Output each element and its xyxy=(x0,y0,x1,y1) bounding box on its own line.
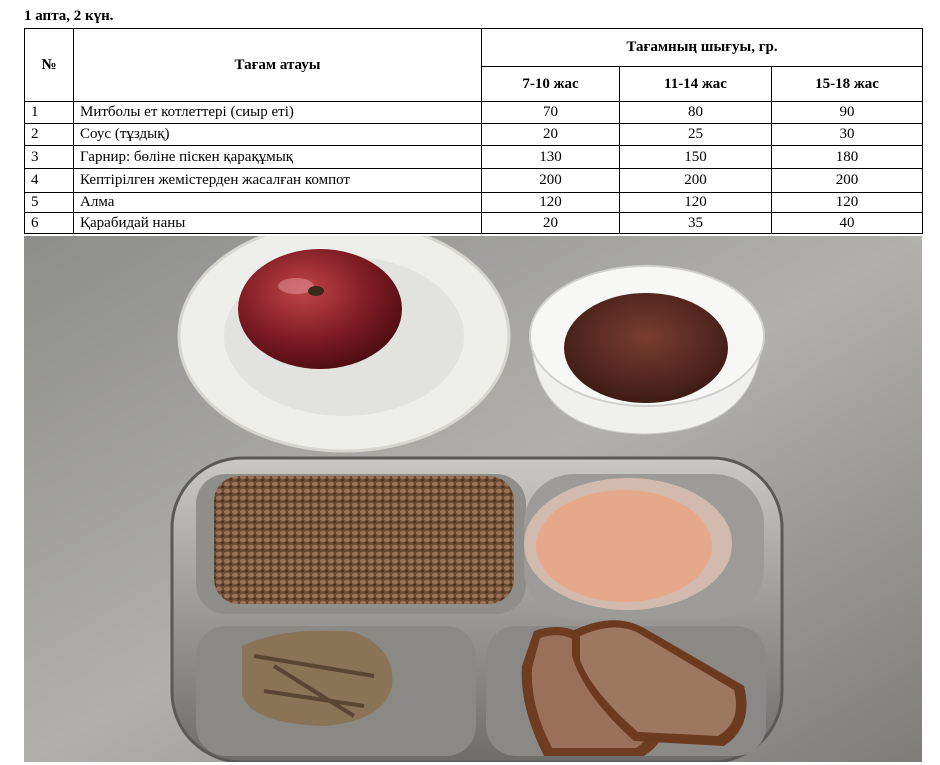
portion-value: 35 xyxy=(619,212,772,234)
portion-value: 40 xyxy=(770,212,924,234)
portion-value: 20 xyxy=(481,123,620,146)
dish-name: Кептірілген жемістерден жасалған компот xyxy=(73,168,482,193)
document-title: 1 апта, 2 күн. xyxy=(24,8,114,24)
column-header: 7-10 жас xyxy=(481,66,620,102)
table-row: 6 Қарабидай наны 20 35 40 xyxy=(24,212,924,234)
portion-value: 120 xyxy=(619,192,772,213)
portion-value: 200 xyxy=(481,168,620,193)
dish-name: Митболы ет котлеттері (сиыр еті) xyxy=(73,101,482,124)
portion-value: 120 xyxy=(481,192,620,213)
column-header: 11-14 жас xyxy=(619,66,772,102)
portion-value: 80 xyxy=(619,101,772,124)
dish-name: Қарабидай наны xyxy=(73,212,482,234)
row-number: 6 xyxy=(24,212,74,234)
table-row: 1 Митболы ет котлеттері (сиыр еті) 70 80 90 xyxy=(24,101,924,124)
portion-value: 30 xyxy=(770,123,924,146)
portion-value: 20 xyxy=(481,212,620,234)
portion-value: 90 xyxy=(770,101,924,124)
column-header: Тағам атауы xyxy=(73,28,482,102)
portion-value: 180 xyxy=(770,145,924,169)
column-header: Тағамның шығуы, гр. xyxy=(480,28,924,67)
row-number: 5 xyxy=(24,192,74,213)
row-number: 4 xyxy=(24,168,74,193)
menu-table: № Тағам атауы Тағамның шығуы, гр. 7-10 ж… xyxy=(24,28,924,234)
dish-name: Соус (тұздық) xyxy=(73,123,482,146)
meal-photo xyxy=(24,236,922,762)
row-number: 3 xyxy=(24,145,74,169)
table-row: 3 Гарнир: бөліне піскен қарақұмық 130 150 18… xyxy=(24,145,924,169)
portion-value: 200 xyxy=(619,168,772,193)
table-row: 2 Соус (тұздық) 20 25 30 xyxy=(24,123,924,146)
column-header: 15-18 жас xyxy=(770,66,924,102)
table-row: 5 Алма 120 120 120 xyxy=(24,192,924,213)
portion-value: 150 xyxy=(619,145,772,169)
portion-value: 70 xyxy=(481,101,620,124)
portion-value: 200 xyxy=(770,168,924,193)
table-row: 4 Кептірілген жемістерден жасалған компот… xyxy=(24,168,924,193)
dish-name: Алма xyxy=(73,192,482,213)
portion-value: 120 xyxy=(770,192,924,213)
portion-value: 25 xyxy=(619,123,772,146)
row-number: 2 xyxy=(24,123,74,146)
column-header: № xyxy=(24,28,74,102)
portion-value: 130 xyxy=(481,145,620,169)
photo-layout xyxy=(24,236,922,762)
row-number: 1 xyxy=(24,101,74,124)
dish-name: Гарнир: бөліне піскен қарақұмық xyxy=(73,145,482,169)
